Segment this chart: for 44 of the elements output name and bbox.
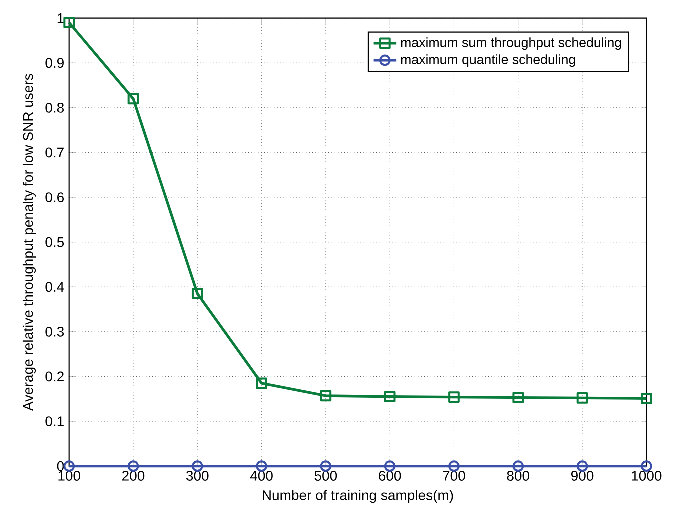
point bbox=[640, 460, 652, 472]
x-tick-label: 200 bbox=[122, 471, 145, 481]
point bbox=[448, 392, 460, 403]
y-tick-label: 0.8 bbox=[46, 102, 64, 113]
point bbox=[128, 93, 140, 105]
y-tick-label: 0.2 bbox=[46, 372, 64, 382]
point bbox=[128, 460, 140, 472]
x-tick-label: 1000 bbox=[632, 471, 662, 481]
x-tick-label: 400 bbox=[250, 471, 273, 481]
y-tick-label: 0.3 bbox=[46, 326, 64, 337]
x-tick-label: 900 bbox=[571, 471, 594, 481]
point bbox=[320, 390, 332, 402]
point bbox=[320, 460, 332, 472]
point bbox=[384, 460, 396, 472]
y-tick-label: 0.9 bbox=[46, 58, 64, 68]
point bbox=[512, 460, 524, 472]
y-tick-label: 0.4 bbox=[46, 282, 64, 292]
point bbox=[512, 392, 524, 404]
y-axis-title: Average relative throughput penalty for low SNR users bbox=[22, 74, 36, 412]
y-tick-label: 0.5 bbox=[46, 237, 64, 248]
point bbox=[192, 460, 204, 472]
point bbox=[64, 17, 76, 28]
point bbox=[384, 391, 396, 403]
y-tick-label: 0.6 bbox=[46, 192, 64, 202]
x-tick-label: 500 bbox=[314, 471, 338, 481]
point bbox=[256, 378, 268, 390]
point bbox=[576, 392, 588, 404]
point bbox=[640, 393, 652, 404]
point bbox=[448, 460, 460, 472]
legend-label: maximum quantile scheduling bbox=[401, 54, 576, 68]
x-tick-label: 600 bbox=[379, 471, 402, 481]
y-tick-label: 0 bbox=[57, 461, 64, 472]
y-tick-label: 0.7 bbox=[46, 148, 64, 158]
x-tick-label: 300 bbox=[186, 471, 209, 481]
legend-label: maximum sum throughput scheduling bbox=[401, 38, 622, 50]
point bbox=[256, 460, 268, 472]
x-tick-label: 800 bbox=[507, 471, 530, 481]
x-axis-title: Number of training samples(m) bbox=[263, 490, 454, 504]
y-tick-label: 0.1 bbox=[46, 416, 64, 426]
point bbox=[576, 460, 588, 472]
x-tick-label: 700 bbox=[443, 471, 466, 481]
point bbox=[192, 288, 204, 300]
x-tick-label: 100 bbox=[58, 471, 80, 481]
y-tick-label: 1 bbox=[58, 14, 64, 24]
